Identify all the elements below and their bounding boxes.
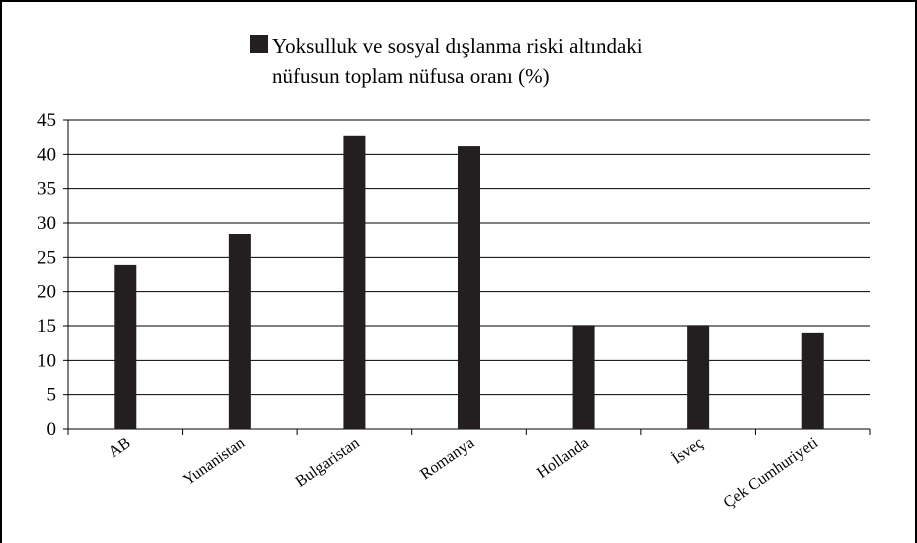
x-tick-label: Hollanda bbox=[534, 434, 592, 482]
bar bbox=[228, 233, 251, 429]
y-tick-label: 40 bbox=[37, 144, 56, 165]
x-tick-label: Yunanistan bbox=[180, 434, 248, 489]
y-tick-label: 0 bbox=[47, 419, 57, 440]
legend: Yoksulluk ve sosyal dışlanma riski altın… bbox=[250, 31, 692, 91]
legend-label: Yoksulluk ve sosyal dışlanma riski altın… bbox=[272, 34, 643, 88]
bar bbox=[458, 146, 480, 430]
y-tick-label: 20 bbox=[37, 282, 56, 303]
x-tick-label: Bulgaristan bbox=[293, 434, 363, 490]
bar bbox=[687, 325, 710, 429]
y-tick-label: 35 bbox=[37, 179, 56, 200]
bar bbox=[572, 325, 595, 429]
y-tick-label: 45 bbox=[37, 110, 56, 131]
legend-swatch bbox=[250, 35, 268, 53]
x-tick-label: Çek Cumhuriyeti bbox=[721, 434, 822, 512]
bar bbox=[801, 332, 824, 429]
x-tick-label: Romanya bbox=[417, 434, 477, 483]
bar bbox=[343, 135, 366, 429]
x-tick-label: İsveç bbox=[668, 434, 706, 468]
y-tick-label: 15 bbox=[37, 316, 56, 337]
y-tick-label: 30 bbox=[37, 213, 56, 234]
y-tick-label: 10 bbox=[37, 350, 56, 371]
bar bbox=[114, 264, 137, 429]
x-tick-label: AB bbox=[106, 434, 134, 461]
y-tick-label: 5 bbox=[47, 385, 57, 406]
y-tick-label: 25 bbox=[37, 247, 56, 268]
